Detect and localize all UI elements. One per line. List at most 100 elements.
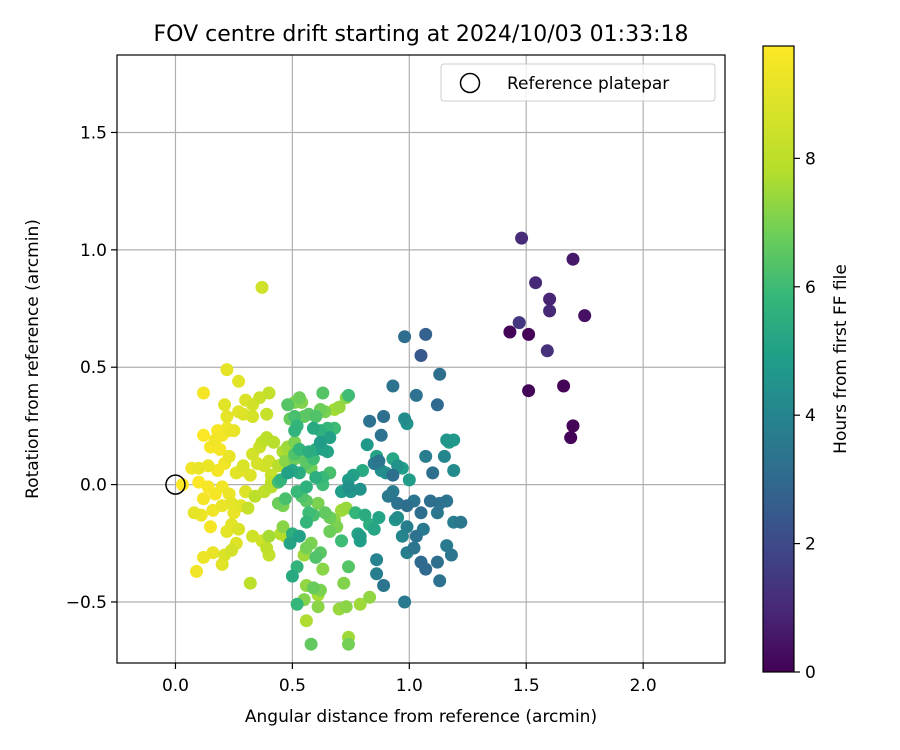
- data-point: [419, 327, 433, 341]
- data-point: [372, 511, 386, 524]
- x-tick-label: 1.5: [513, 676, 540, 696]
- data-point: [262, 386, 276, 400]
- data-point: [377, 410, 391, 423]
- colorbar-tick-label: 4: [805, 406, 816, 426]
- chart-title: FOV centre drift starting at 2024/10/03 …: [154, 22, 689, 47]
- data-point: [197, 428, 210, 442]
- data-point: [290, 597, 304, 611]
- legend: Reference platepar: [440, 63, 716, 102]
- data-point: [260, 541, 274, 555]
- data-point: [543, 292, 557, 306]
- data-point: [262, 529, 276, 543]
- data-point: [318, 506, 332, 520]
- data-point: [260, 407, 274, 421]
- data-point: [566, 252, 580, 266]
- data-point: [566, 419, 580, 433]
- colorbar-gradient: [762, 45, 795, 673]
- data-point: [342, 388, 355, 402]
- data-point: [358, 508, 372, 522]
- data-point: [236, 459, 250, 473]
- data-point: [288, 424, 302, 438]
- x-tick-label: 0.5: [279, 676, 306, 696]
- data-point: [400, 520, 414, 534]
- plot-frame: [116, 54, 726, 664]
- data-point: [414, 349, 428, 362]
- legend-label-reference: Reference platepar: [507, 74, 669, 94]
- data-point: [419, 562, 433, 576]
- y-tick-label: 1.5: [80, 123, 107, 143]
- x-axis-label: Angular distance from reference (arcmin): [245, 707, 597, 727]
- data-point: [353, 597, 367, 611]
- data-point: [543, 304, 557, 318]
- y-tick-label: 1.0: [80, 241, 107, 261]
- x-tick-label: 0.0: [162, 676, 189, 696]
- data-point: [370, 567, 384, 581]
- data-point: [407, 541, 421, 555]
- data-point: [232, 374, 246, 388]
- data-point: [447, 464, 461, 477]
- data-point: [283, 536, 297, 550]
- reference-marker: [165, 474, 186, 495]
- data-point: [292, 529, 306, 543]
- data-point: [316, 562, 330, 576]
- data-point: [374, 428, 388, 442]
- data-point: [197, 492, 210, 506]
- data-point: [243, 576, 257, 590]
- data-point: [220, 363, 234, 377]
- data-point: [309, 550, 323, 564]
- data-point: [337, 576, 351, 590]
- data-point: [306, 421, 320, 435]
- y-tick-label: −0.5: [66, 593, 107, 613]
- data-point: [304, 637, 318, 651]
- data-point: [454, 515, 468, 529]
- data-point: [190, 564, 203, 578]
- data-point: [299, 480, 313, 494]
- data-point: [299, 614, 313, 628]
- data-point: [232, 522, 246, 536]
- data-point: [430, 398, 444, 412]
- data-point: [391, 511, 405, 524]
- data-point: [370, 553, 384, 567]
- data-point: [309, 471, 323, 484]
- data-point: [246, 529, 260, 543]
- data-point: [381, 489, 395, 503]
- data-point: [332, 400, 346, 414]
- data-point: [267, 435, 281, 449]
- x-tick-label: 2.0: [630, 676, 657, 696]
- data-point: [444, 548, 458, 562]
- data-point: [529, 276, 543, 290]
- data-point: [363, 414, 377, 428]
- data-point: [218, 398, 232, 412]
- data-point: [306, 581, 320, 595]
- data-point: [557, 379, 571, 393]
- colorbar-tick-label: 2: [805, 535, 816, 555]
- data-point: [292, 391, 306, 405]
- data-point: [386, 468, 400, 482]
- colorbar-tick-label: 6: [805, 278, 816, 298]
- data-point: [204, 520, 217, 534]
- data-point: [377, 579, 391, 592]
- colorbar-label: Hours from first FF file: [831, 264, 851, 454]
- y-tick-label: 0.5: [80, 358, 107, 378]
- data-point: [225, 543, 239, 557]
- data-point: [433, 574, 447, 588]
- data-points: [176, 231, 592, 651]
- y-axis-label: Rotation from reference (arcmin): [23, 219, 43, 499]
- y-tick-label: 0.0: [80, 476, 107, 496]
- data-point: [409, 388, 423, 402]
- data-point: [515, 231, 529, 245]
- data-point: [398, 595, 412, 609]
- data-point: [540, 344, 554, 358]
- data-point: [423, 494, 437, 508]
- data-point: [220, 410, 234, 423]
- data-point: [353, 482, 367, 496]
- data-point: [402, 473, 416, 487]
- data-point: [419, 449, 433, 463]
- data-point: [342, 480, 355, 494]
- colorbar-tick-label: 0: [805, 663, 816, 683]
- data-point: [335, 534, 348, 548]
- data-point: [342, 560, 355, 574]
- data-point: [285, 569, 299, 583]
- data-point: [367, 522, 381, 536]
